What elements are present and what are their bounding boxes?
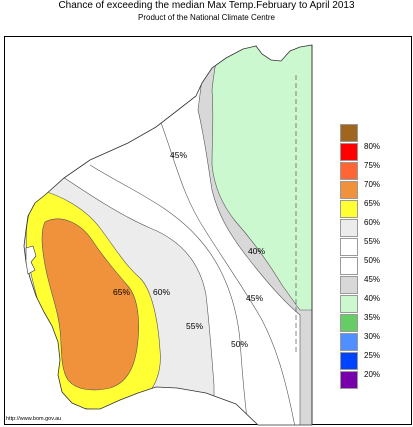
contour-label: 60% <box>153 287 171 297</box>
wa-coastline <box>23 44 313 426</box>
legend-swatch <box>340 124 358 142</box>
legend-label: 40% <box>364 294 381 303</box>
legend-label: 60% <box>364 218 381 227</box>
coast-inlet <box>25 245 37 275</box>
contour-label: 50% <box>231 339 249 349</box>
chart-subtitle: Product of the National Climate Centre <box>138 13 275 22</box>
legend-label: 20% <box>364 370 381 379</box>
contour-45 <box>159 119 296 425</box>
legend-swatch <box>340 333 358 351</box>
legend-swatch <box>340 181 358 199</box>
contour-label: 55% <box>186 321 204 331</box>
legend-label: 65% <box>364 199 381 208</box>
legend-label: 30% <box>364 332 381 341</box>
source-credit: http://www.bom.gov.au <box>6 416 62 422</box>
legend-swatch <box>340 295 358 313</box>
legend-swatch <box>340 238 358 256</box>
legend-swatch <box>340 314 358 332</box>
legend-swatch <box>340 257 358 275</box>
legend-label: 75% <box>364 161 381 170</box>
contour-50 <box>89 164 249 425</box>
legend-label: 45% <box>364 275 381 284</box>
legend-swatch <box>340 200 358 218</box>
legend-swatch <box>340 276 358 294</box>
legend-swatch <box>340 162 358 180</box>
legend-swatch <box>340 143 358 161</box>
legend-swatch <box>340 352 358 370</box>
legend-label: 25% <box>364 351 381 360</box>
contour-label: 40% <box>248 246 266 256</box>
legend-label: 80% <box>364 142 381 151</box>
legend-swatch <box>340 371 358 389</box>
contour-label: 45% <box>246 293 264 303</box>
contour-label: 65% <box>113 287 131 297</box>
region-35 <box>211 45 312 311</box>
contour-label: 45% <box>170 150 188 160</box>
legend-label: 35% <box>364 313 381 322</box>
region-65 <box>41 218 139 391</box>
legend-label: 50% <box>364 256 381 265</box>
legend-label: 55% <box>364 237 381 246</box>
chart-title: Chance of exceeding the median Max Temp.… <box>58 0 355 11</box>
legend-label: 70% <box>364 180 381 189</box>
legend-swatch <box>340 219 358 237</box>
